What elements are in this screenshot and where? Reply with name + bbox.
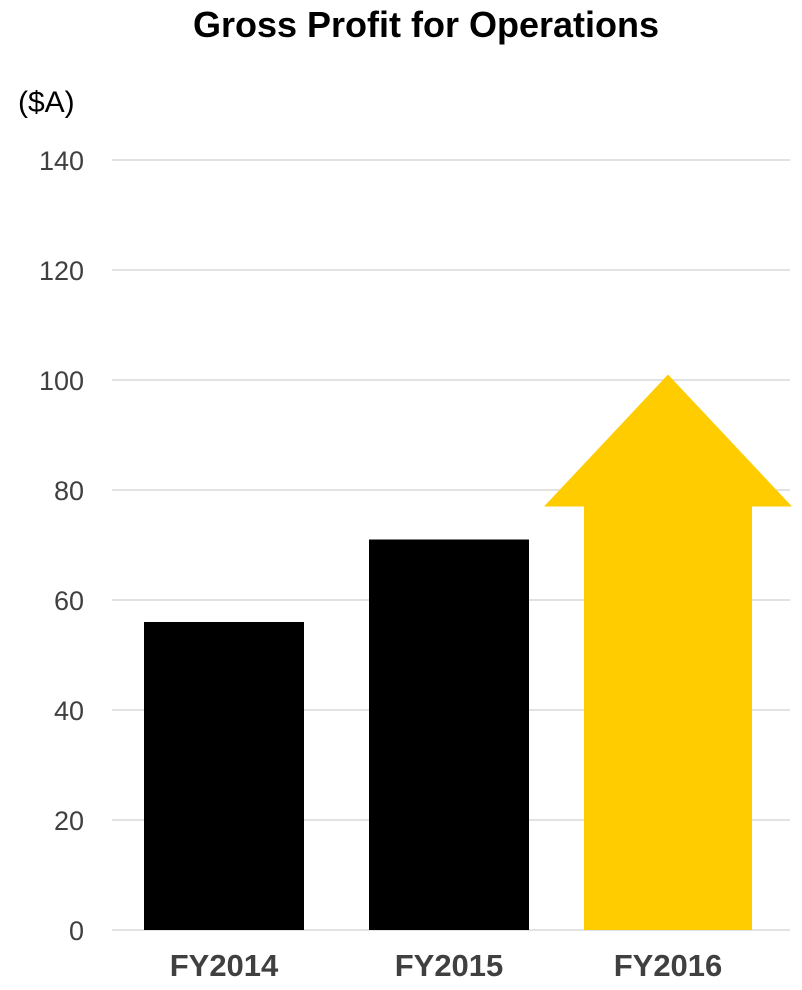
y-axis-ticks: 0 20 40 60 80 100 120 140: [39, 146, 84, 946]
y-tick-label-140: 140: [39, 146, 84, 176]
x-tick-label-FY2014: FY2014: [170, 948, 279, 983]
bar-FY2016-arrow: [544, 374, 792, 930]
bars: [144, 374, 792, 930]
y-tick-label-100: 100: [39, 366, 84, 396]
x-tick-label-FY2016: FY2016: [614, 948, 723, 983]
y-tick-label-20: 20: [54, 806, 84, 836]
y-tick-label-120: 120: [39, 256, 84, 286]
y-tick-label-40: 40: [54, 696, 84, 726]
bar-FY2015: [369, 539, 529, 930]
x-tick-label-FY2015: FY2015: [395, 948, 504, 983]
x-axis-ticks: FY2014 FY2015 FY2016: [170, 948, 723, 983]
y-tick-label-0: 0: [69, 916, 84, 946]
y-axis-unit-label: ($A): [18, 86, 75, 119]
y-tick-label-80: 80: [54, 476, 84, 506]
chart-title: Gross Profit for Operations: [192, 4, 660, 45]
bar-FY2014: [144, 622, 304, 930]
y-tick-label-60: 60: [54, 586, 84, 616]
